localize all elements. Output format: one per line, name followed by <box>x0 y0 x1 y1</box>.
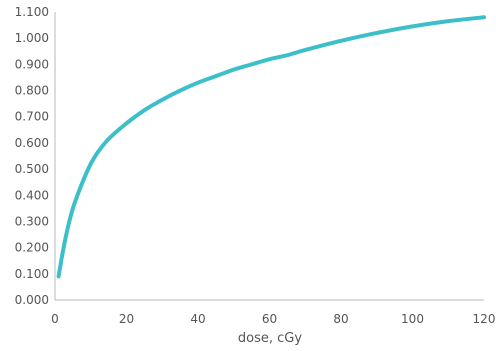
x-axis-title: dose, cGy <box>238 331 302 346</box>
x-tick-label: 120 <box>473 312 496 326</box>
y-tick-label: 0.900 <box>15 57 49 71</box>
y-tick-label: 0.800 <box>15 84 49 98</box>
y-tick-label: 0.300 <box>15 214 49 228</box>
y-tick-label: 0.600 <box>15 136 49 150</box>
x-tick-label: 60 <box>262 312 277 326</box>
y-tick-label: 0.100 <box>15 267 49 281</box>
x-tick-label: 100 <box>401 312 424 326</box>
y-tick-label: 0.400 <box>15 188 49 202</box>
x-tick-label: 40 <box>190 312 205 326</box>
x-tick-labels: 0 20 40 60 80 100 120 <box>51 312 495 326</box>
y-tick-label: 0.000 <box>15 293 49 307</box>
x-tick-label: 0 <box>51 312 59 326</box>
series-layer <box>56 15 486 279</box>
x-tick-label: 80 <box>333 312 348 326</box>
series-line <box>56 15 486 279</box>
y-tick-label: 0.500 <box>15 162 49 176</box>
y-tick-labels: 0.000 0.100 0.200 0.300 0.400 0.500 0.600 0.700… <box>15 5 49 307</box>
y-tick-label: 0.200 <box>15 241 49 255</box>
y-tick-label: 0.700 <box>15 110 49 124</box>
y-tick-label: 1.000 <box>15 31 49 45</box>
x-tick-label: 20 <box>119 312 134 326</box>
y-tick-label: 1.100 <box>15 5 49 19</box>
